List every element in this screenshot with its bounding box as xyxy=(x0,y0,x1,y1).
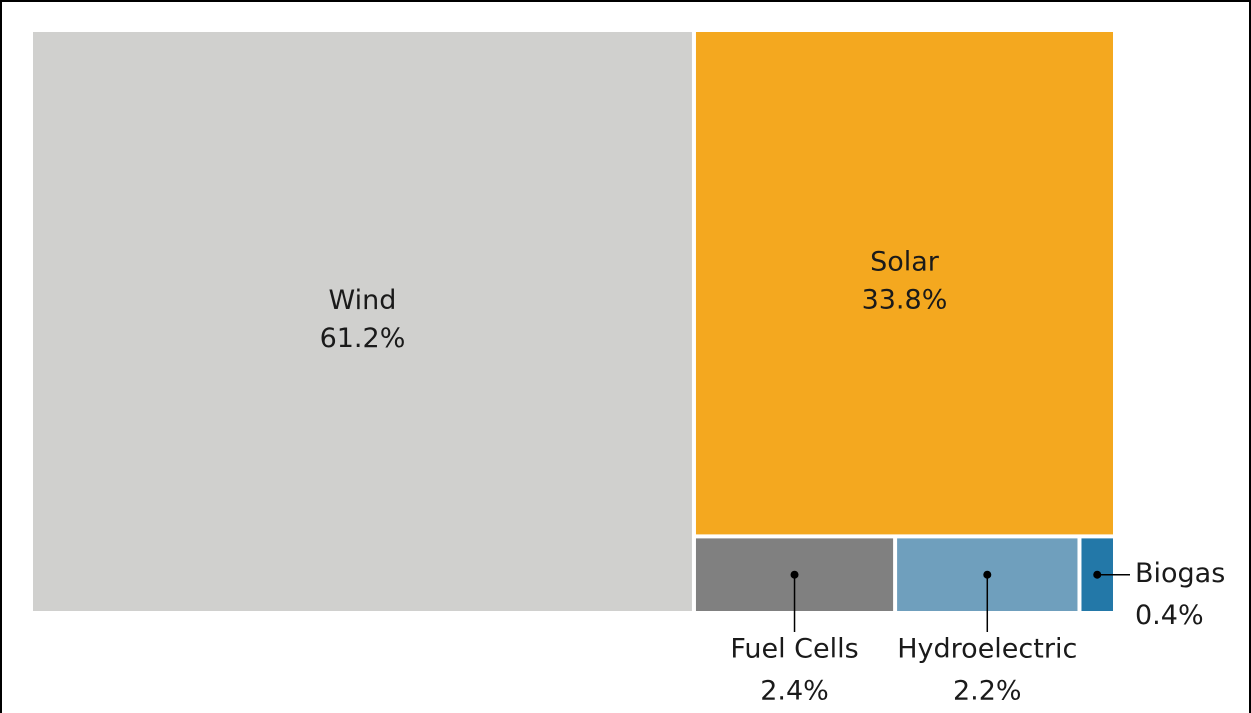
tile-value-label: 61.2% xyxy=(320,323,406,354)
tile-value-label: 33.8% xyxy=(862,285,948,316)
callout-label: Hydroelectric xyxy=(897,634,1077,665)
callout-value-label: 2.4% xyxy=(760,676,829,707)
tile-label: Solar xyxy=(870,247,940,278)
tile-label: Wind xyxy=(329,285,397,316)
tile xyxy=(695,32,1113,535)
callout-label: Fuel Cells xyxy=(730,634,858,665)
callout-label: Biogas xyxy=(1135,558,1225,589)
callout-value-label: 2.2% xyxy=(953,676,1022,707)
callout-value-label: 0.4% xyxy=(1135,600,1204,631)
tile xyxy=(33,32,692,611)
